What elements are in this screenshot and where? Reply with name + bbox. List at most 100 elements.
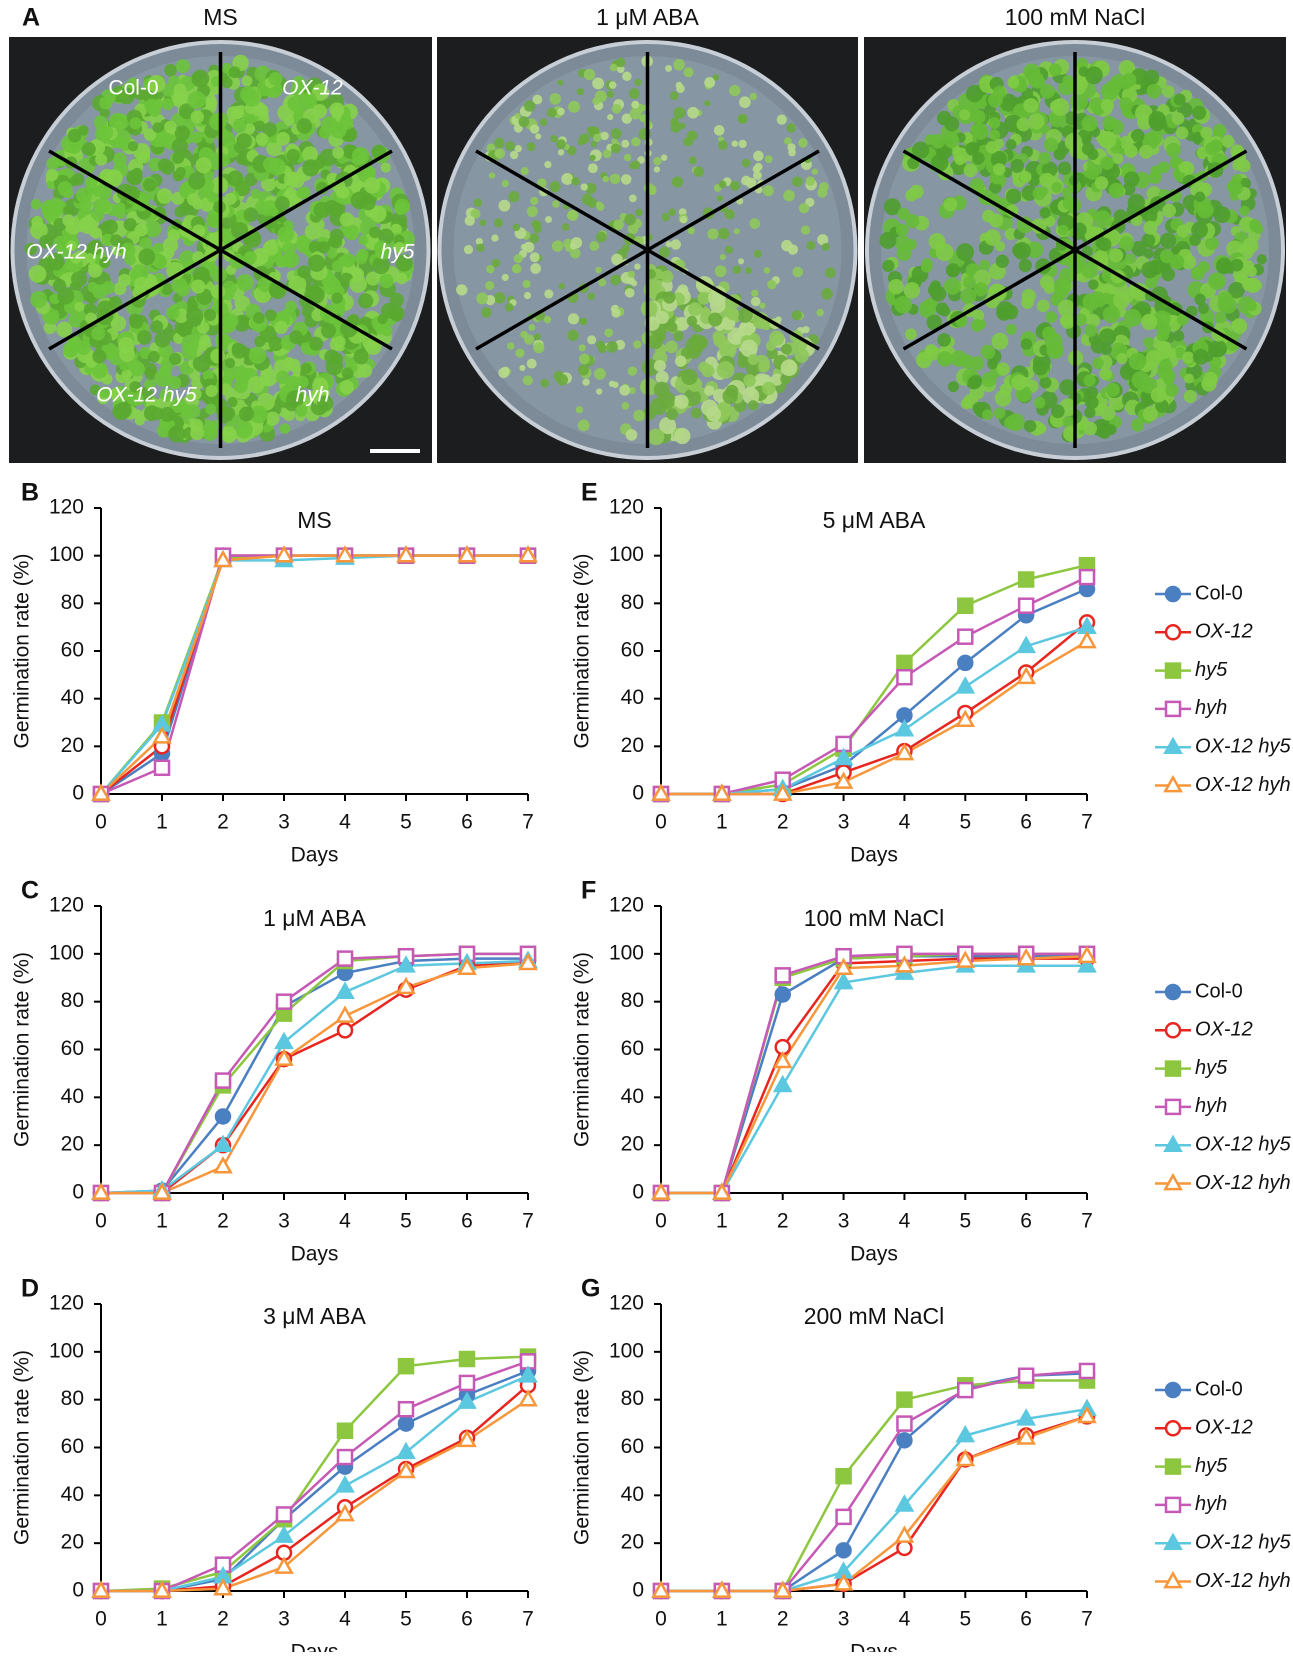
y-axis-title: Germination rate (%)	[11, 1350, 34, 1545]
seedling	[510, 151, 518, 159]
seedling	[792, 176, 803, 187]
seedling	[1102, 423, 1113, 434]
legend-label: OX-12 hy5	[1195, 1133, 1291, 1155]
x-tick-label: 4	[339, 811, 351, 834]
seedling	[1095, 176, 1109, 190]
seedling	[674, 428, 690, 444]
seedling	[531, 220, 539, 228]
seedling	[748, 400, 758, 410]
seedling	[1166, 143, 1181, 158]
seedling	[959, 109, 970, 120]
seedling	[1108, 183, 1124, 199]
seedling	[276, 132, 290, 146]
seedling	[992, 333, 1009, 350]
seedling	[485, 281, 494, 290]
seedling	[819, 182, 829, 192]
seedling	[879, 232, 896, 249]
y-tick-label: 60	[61, 1037, 84, 1060]
marker	[1166, 702, 1180, 716]
x-tick-label: 2	[777, 811, 789, 834]
seedling	[1242, 238, 1258, 254]
seedling	[580, 183, 587, 190]
x-tick-label: 2	[217, 1210, 229, 1233]
seedling	[191, 110, 204, 123]
seedling	[979, 260, 990, 271]
seedling	[48, 198, 63, 213]
seedling	[242, 75, 253, 86]
seedling	[31, 199, 42, 210]
seedling	[609, 381, 615, 387]
seedling	[986, 141, 999, 154]
seedling	[671, 122, 682, 133]
seedling	[673, 59, 685, 71]
seedling	[513, 224, 520, 231]
seedling	[598, 279, 606, 287]
seedling	[1033, 360, 1048, 375]
seedling	[581, 318, 587, 324]
seedling	[753, 151, 764, 162]
seedling	[308, 255, 325, 272]
seedling	[622, 71, 632, 81]
marker	[338, 1424, 352, 1438]
seedling	[557, 374, 568, 385]
seedling	[1101, 344, 1112, 355]
seedling	[168, 229, 180, 241]
legend-label: OX-12 hy5	[1195, 1531, 1291, 1553]
seedling	[603, 149, 612, 158]
seedling	[515, 113, 521, 119]
seedling	[948, 381, 959, 392]
y-tick-label: 60	[621, 1435, 644, 1458]
seedling	[164, 64, 177, 77]
seedling	[996, 362, 1009, 375]
legend-label: OX-12	[1195, 1019, 1253, 1041]
seedling	[732, 140, 739, 147]
seedling	[653, 157, 661, 165]
seedling	[1231, 259, 1244, 272]
seedling	[742, 159, 751, 168]
seedling	[783, 190, 795, 202]
seedling	[1060, 314, 1075, 329]
seedling	[897, 208, 910, 221]
y-tick-label: 120	[609, 496, 644, 519]
seedling	[694, 167, 705, 178]
seedling	[1193, 349, 1209, 365]
seedling	[754, 250, 762, 258]
seedling	[683, 137, 693, 147]
seedling	[175, 126, 190, 141]
panel-label: F	[581, 877, 596, 905]
series-line	[661, 966, 1087, 1193]
marker	[958, 599, 972, 613]
seedling	[557, 80, 563, 86]
series-line	[101, 961, 528, 1193]
seedling	[745, 267, 752, 274]
seedling	[964, 163, 978, 177]
marker	[897, 1393, 911, 1407]
seedling	[738, 140, 746, 148]
seedling	[1006, 324, 1017, 335]
seedling	[656, 311, 669, 324]
seedling	[704, 100, 710, 106]
marker	[1166, 1383, 1180, 1397]
seedling	[556, 139, 566, 149]
seedling	[1088, 279, 1098, 289]
seedling	[222, 77, 233, 88]
marker	[460, 1352, 474, 1366]
legend-label: Col-0	[1195, 582, 1243, 604]
seedling	[1007, 76, 1019, 88]
seedling	[166, 306, 179, 319]
panel-label: B	[21, 479, 39, 507]
marker	[837, 1543, 851, 1557]
seedling	[994, 407, 1006, 419]
seedling	[518, 116, 529, 127]
seedling	[381, 325, 393, 337]
y-tick-label: 0	[632, 1181, 644, 1204]
seedling	[99, 125, 113, 139]
seedling	[1191, 267, 1205, 281]
seedling	[649, 188, 656, 195]
seedling	[29, 265, 47, 283]
seedling	[587, 335, 596, 344]
seedling	[47, 313, 59, 325]
y-tick-label: 60	[621, 639, 644, 662]
seedling	[765, 155, 773, 163]
seedling	[604, 328, 613, 337]
